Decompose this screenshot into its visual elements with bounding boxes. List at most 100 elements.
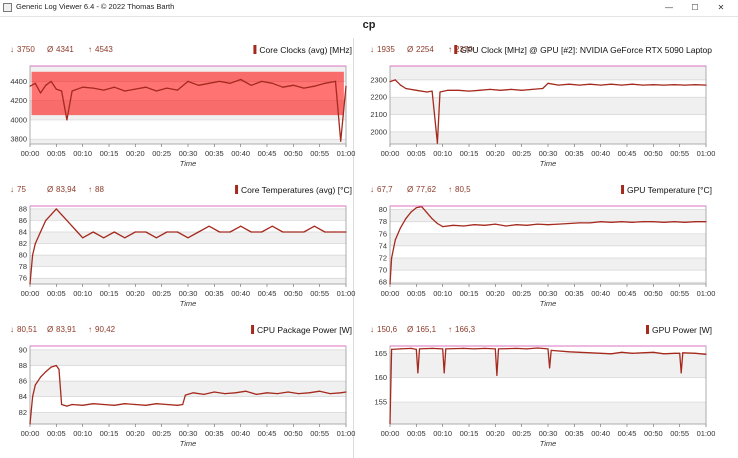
data-point xyxy=(452,224,454,226)
data-point xyxy=(589,222,591,224)
data-point xyxy=(673,221,675,223)
data-point xyxy=(568,351,570,353)
data-point xyxy=(50,214,52,216)
data-point xyxy=(71,403,73,406)
data-point xyxy=(155,90,157,92)
data-point xyxy=(405,87,407,90)
avg-symbol-icon: Ø xyxy=(47,185,53,194)
app-title: Generic Log Viewer 6.4 - © 2022 Thomas B… xyxy=(16,2,175,11)
data-point xyxy=(426,212,428,214)
data-point xyxy=(473,224,475,226)
y-tick-label: 3800 xyxy=(10,135,27,144)
plot-band xyxy=(390,66,706,80)
data-point xyxy=(431,90,433,92)
y-tick-label: 80 xyxy=(379,205,387,214)
minimize-button[interactable]: — xyxy=(665,3,673,12)
data-point xyxy=(176,404,179,406)
y-tick-label: 88 xyxy=(19,204,27,213)
stat-min: 75 xyxy=(17,185,26,194)
data-point xyxy=(600,221,602,223)
data-point xyxy=(497,348,500,350)
data-point xyxy=(521,89,523,91)
plot-band xyxy=(390,245,706,258)
data-point xyxy=(399,84,402,86)
data-point xyxy=(184,394,186,396)
maximize-button[interactable]: ☐ xyxy=(691,3,699,12)
stat-min: 150,6 xyxy=(377,325,398,334)
data-point xyxy=(124,90,126,92)
y-tick-label: 80 xyxy=(19,251,27,260)
chart-title: GPU Clock [MHz] @ GPU [#2]: NVIDIA GeFor… xyxy=(460,45,712,55)
close-button[interactable]: ✕ xyxy=(717,3,725,12)
data-point xyxy=(494,223,496,225)
data-point xyxy=(282,231,284,233)
data-point xyxy=(61,403,63,406)
chart-panel-gpu-power: ↓ 150,6 Ø 165,1 ↑ 166,3 GPU Power [W] 155 160 165… xyxy=(360,318,728,456)
data-point xyxy=(549,367,551,369)
data-point xyxy=(389,81,391,83)
plot-band xyxy=(390,114,706,132)
x-tick-label: 00:10 xyxy=(73,289,92,298)
data-point xyxy=(496,374,498,376)
data-point xyxy=(282,86,284,88)
x-tick-label: 00:15 xyxy=(460,149,479,158)
x-tick-label: 00:05 xyxy=(407,149,426,158)
data-point xyxy=(240,225,242,227)
data-point xyxy=(547,348,549,350)
data-point xyxy=(103,89,105,91)
data-point xyxy=(224,393,226,395)
data-point xyxy=(531,88,533,90)
data-point xyxy=(505,225,507,227)
data-point xyxy=(298,393,300,395)
y-tick-label: 165 xyxy=(374,349,387,358)
data-point xyxy=(642,221,644,223)
plot-band xyxy=(390,270,706,283)
data-point xyxy=(568,222,570,225)
data-point xyxy=(600,352,602,354)
page-title: cp xyxy=(362,19,376,31)
data-point xyxy=(213,391,215,393)
chart-svg-cpu-package-power: ↓ 80,51 Ø 83,91 ↑ 90,42 CPU Package Power [W] 8… xyxy=(10,325,355,448)
x-tick-label: 00:55 xyxy=(310,289,329,298)
avg-symbol-icon: Ø xyxy=(407,45,413,54)
x-axis-label: Time xyxy=(180,439,197,448)
data-point xyxy=(134,88,136,90)
data-point xyxy=(399,227,402,229)
data-point xyxy=(600,84,602,86)
data-point xyxy=(134,403,136,406)
data-point xyxy=(29,283,31,285)
y-tick-label: 82 xyxy=(19,408,27,417)
min-arrow-icon: ↓ xyxy=(370,45,374,54)
chart-svg-gpu-power: ↓ 150,6 Ø 165,1 ↑ 166,3 GPU Power [W] 155 160 165… xyxy=(370,325,716,448)
x-tick-label: 01:00 xyxy=(697,429,716,438)
series-line xyxy=(29,78,347,142)
y-tick-label: 2000 xyxy=(370,127,387,136)
data-point xyxy=(340,140,342,142)
x-tick-label: 00:00 xyxy=(381,429,400,438)
data-point xyxy=(103,403,105,406)
data-point xyxy=(663,84,665,86)
x-tick-label: 00:40 xyxy=(591,149,610,158)
x-tick-label: 00:25 xyxy=(152,429,171,438)
data-point xyxy=(515,347,517,349)
legend-swatch xyxy=(621,185,625,194)
y-tick-label: 74 xyxy=(379,241,387,250)
x-tick-label: 00:15 xyxy=(460,429,479,438)
x-tick-label: 00:00 xyxy=(381,149,400,158)
data-point xyxy=(250,84,252,86)
data-point xyxy=(29,85,31,87)
max-arrow-icon: ↑ xyxy=(88,45,92,54)
x-tick-label: 01:00 xyxy=(697,149,716,158)
data-point xyxy=(229,82,231,84)
data-point xyxy=(705,221,707,223)
x-tick-label: 00:45 xyxy=(618,289,637,298)
data-point xyxy=(55,88,57,90)
data-point xyxy=(642,84,644,86)
data-point xyxy=(610,221,612,223)
data-point xyxy=(610,353,612,355)
stat-max: 166,3 xyxy=(455,325,476,334)
data-point xyxy=(391,257,393,259)
plot-band xyxy=(390,377,706,403)
plot-band xyxy=(30,349,346,366)
data-point xyxy=(240,78,242,81)
